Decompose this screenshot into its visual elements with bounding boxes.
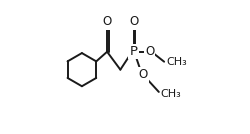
Text: P: P	[130, 45, 138, 58]
Text: O: O	[145, 45, 154, 58]
Text: CH₃: CH₃	[166, 57, 187, 67]
Text: O: O	[138, 68, 147, 81]
Text: CH₃: CH₃	[161, 89, 182, 98]
Text: O: O	[102, 15, 112, 28]
Text: O: O	[129, 15, 138, 28]
